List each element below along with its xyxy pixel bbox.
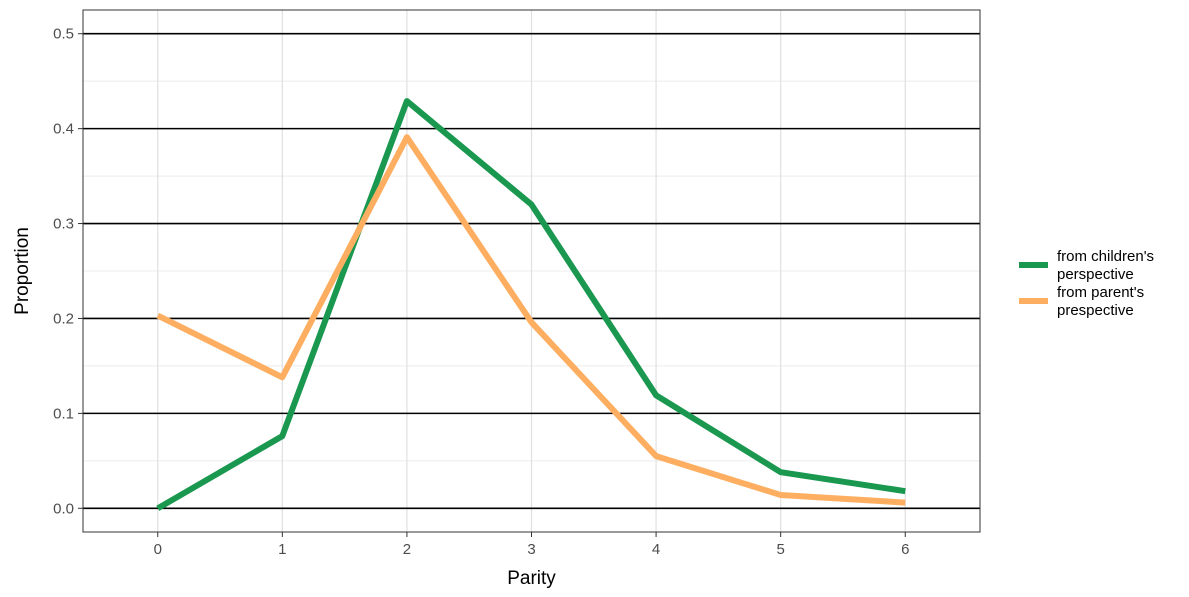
series-line-1 (156, 134, 906, 506)
y-tick-label: 0.3 (53, 216, 74, 233)
x-tick-label: 1 (278, 541, 286, 558)
x-tick-label: 2 (403, 541, 411, 558)
series-line-0 (156, 98, 906, 511)
x-tick-label: 0 (154, 541, 162, 558)
y-tick-label: 0.4 (53, 121, 74, 138)
x-tick-label: 6 (901, 541, 909, 558)
y-tick-label: 0.2 (53, 310, 74, 327)
y-axis-ticks: 0.0 0.1 0.2 0.3 0.4 0.5 (53, 26, 83, 517)
legend-label-0: from children's (1057, 248, 1154, 265)
x-axis-ticks: 0 1 2 3 4 5 6 (154, 532, 909, 558)
y-tick-label: 0.0 (53, 500, 74, 517)
x-tick-label: 3 (527, 541, 535, 558)
series-lines (156, 98, 906, 511)
x-tick-label: 4 (652, 541, 660, 558)
y-axis-title: Proportion (12, 227, 33, 315)
legend-label-0: perspective (1057, 266, 1134, 283)
legend-label-1: prespective (1057, 302, 1134, 319)
y-tick-label: 0.1 (53, 405, 74, 422)
legend-label-1: from parent's (1057, 284, 1144, 301)
x-axis-title: Parity (507, 568, 556, 589)
x-tick-label: 5 (776, 541, 784, 558)
y-tick-label: 0.5 (53, 26, 74, 43)
